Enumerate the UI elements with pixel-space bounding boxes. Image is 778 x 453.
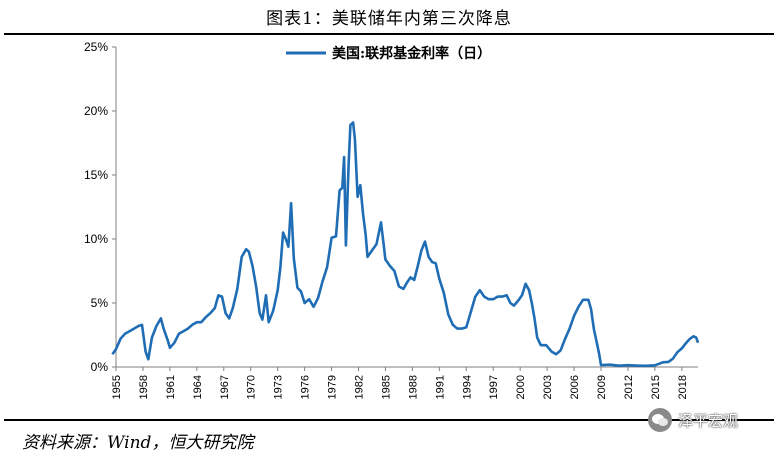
x-tick-label: 1976 xyxy=(300,375,312,399)
figure-title: 图表1：美联储年内第三次降息 xyxy=(266,9,512,29)
chart-plot-area xyxy=(111,121,700,368)
x-tick-label: 1985 xyxy=(380,375,392,399)
x-tick-label: 1982 xyxy=(354,375,366,399)
bottom-rule xyxy=(4,419,774,421)
chart-axes: 0% 5% 10% 15% 20% 25% 1955 1958 1961 1964 1967 1970… xyxy=(84,40,698,399)
x-tick-label: 1964 xyxy=(192,375,204,399)
x-tick-label: 2003 xyxy=(542,375,554,399)
y-tick-label: 25% xyxy=(84,40,108,54)
wechat-icon xyxy=(648,408,672,432)
x-tick-label: 2015 xyxy=(650,375,662,399)
x-tick-label: 1973 xyxy=(273,375,285,399)
x-tick-label: 2009 xyxy=(596,375,608,399)
x-tick-label: 1991 xyxy=(434,375,446,399)
x-tick-label: 1994 xyxy=(461,375,473,399)
legend-label: 美国:联邦基金利率（日） xyxy=(332,45,491,62)
x-tick-label: 1958 xyxy=(138,375,150,399)
x-tick-label: 2012 xyxy=(623,375,635,399)
watermark: 泽平宏观 xyxy=(648,408,738,432)
x-tick-label: 1955 xyxy=(111,375,123,399)
chart-legend: 美国:联邦基金利率（日） xyxy=(286,45,491,62)
y-tick-label: 5% xyxy=(91,296,109,310)
x-tick-label: 1988 xyxy=(407,375,419,399)
y-tick-label: 15% xyxy=(84,168,108,182)
x-tick-label: 1967 xyxy=(219,375,231,399)
top-rule xyxy=(4,33,774,35)
x-tick-label: 2000 xyxy=(515,375,527,399)
x-tick-label: 2018 xyxy=(677,375,689,399)
series-line-0 xyxy=(111,121,700,368)
x-tick-label: 1970 xyxy=(246,375,258,399)
y-tick-label: 10% xyxy=(84,232,108,246)
x-tick-label: 1979 xyxy=(327,375,339,399)
x-tick-label: 1997 xyxy=(488,375,500,399)
x-tick-label: 2006 xyxy=(569,375,581,399)
y-tick-label: 0% xyxy=(91,360,109,374)
y-tick-label: 20% xyxy=(84,104,108,118)
x-tick-label: 1961 xyxy=(165,375,177,399)
source-note: 资料来源：Wind，恒大研究院 xyxy=(22,433,254,453)
watermark-text: 泽平宏观 xyxy=(678,411,739,430)
